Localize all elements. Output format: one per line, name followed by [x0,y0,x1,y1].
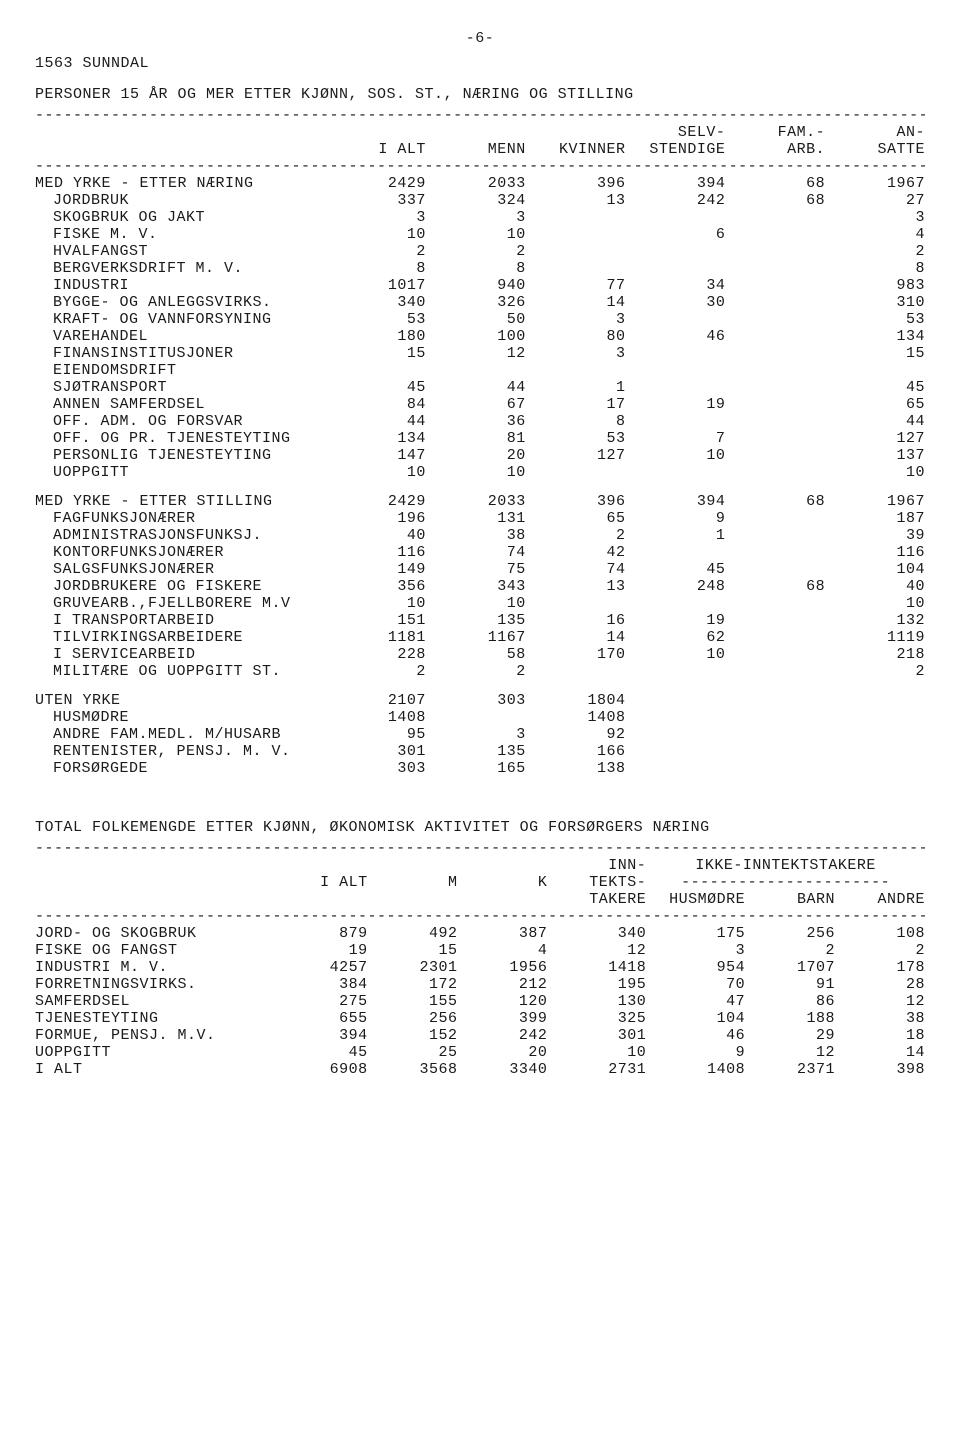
table-persons: SELV-FAM.-AN-I ALTMENNKVINNERSTENDIGEARB… [35,124,925,777]
section-header: MED YRKE - ETTER NÆRING24292033396394681… [35,175,925,192]
table-row: KRAFT- OG VANNFORSYNING5350353 [35,311,925,328]
table-row: UOPPGITT4525201091214 [35,1044,925,1061]
table-row: HVALFANGST222 [35,243,925,260]
table-row: UOPPGITT101010 [35,464,925,481]
table-row: TILVIRKINGSARBEIDERE1181116714621119 [35,629,925,646]
table-row: SKOGBRUK OG JAKT333 [35,209,925,226]
table-row: SAMFERDSEL275155120130478612 [35,993,925,1010]
table-row: GRUVEARB.,FJELLBORERE M.V101010 [35,595,925,612]
table-row: FINANSINSTITUSJONER1512315 [35,345,925,362]
table-row: EIENDOMSDRIFT [35,362,925,379]
table-row: I SERVICEARBEID2285817010218 [35,646,925,663]
table2-title: TOTAL FOLKEMENGDE ETTER KJØNN, ØKONOMISK… [35,819,925,836]
table-row: FAGFUNKSJONÆRER196131659187 [35,510,925,527]
table-row: I TRANSPORTARBEID1511351619132 [35,612,925,629]
region-code: 1563 SUNNDAL [35,55,925,72]
table-row: OFF. ADM. OG FORSVAR4436844 [35,413,925,430]
table-row: HUSMØDRE14081408 [35,709,925,726]
table-row: FORRETNINGSVIRKS.384172212195709128 [35,976,925,993]
table1-title: PERSONER 15 ÅR OG MER ETTER KJØNN, SOS. … [35,86,925,103]
table-row: BYGGE- OG ANLEGGSVIRKS.3403261430310 [35,294,925,311]
table-row: VAREHANDEL1801008046134 [35,328,925,345]
table-row: RENTENISTER, PENSJ. M. V.301135166 [35,743,925,760]
table-row: FORSØRGEDE303165138 [35,760,925,777]
table-row: ANDRE FAM.MEDL. M/HUSARB95392 [35,726,925,743]
table-row: PERSONLIG TJENESTEYTING1472012710137 [35,447,925,464]
table-row: FISKE M. V.101064 [35,226,925,243]
divider: ----------------------------------------… [35,107,925,124]
table-row: MILITÆRE OG UOPPGITT ST.222 [35,663,925,680]
table-row: KONTORFUNKSJONÆRER1167442116 [35,544,925,561]
table-row: ANNEN SAMFERDSEL8467171965 [35,396,925,413]
table-row: INDUSTRI10179407734983 [35,277,925,294]
section-header: MED YRKE - ETTER STILLING242920333963946… [35,493,925,510]
table-row: SJØTRANSPORT4544145 [35,379,925,396]
table-row: SALGSFUNKSJONÆRER149757445104 [35,561,925,578]
divider: ----------------------------------------… [35,840,925,857]
table-row: OFF. OG PR. TJENESTEYTING13481537127 [35,430,925,447]
table-row: BERGVERKSDRIFT M. V.888 [35,260,925,277]
page-number: -6- [35,30,925,47]
section-header: UTEN YRKE21073031804 [35,692,925,709]
table-row: FORMUE, PENSJ. M.V.394152242301462918 [35,1027,925,1044]
table-row: JORD- OG SKOGBRUK879492387340175256108 [35,925,925,942]
table-row: ADMINISTRASJONSFUNKSJ.40382139 [35,527,925,544]
table-row: FISKE OG FANGST1915412322 [35,942,925,959]
table-row: TJENESTEYTING65525639932510418838 [35,1010,925,1027]
table-total-pop: INN-IKKE-INNTEKTSTAKEREI ALTMKTEKTS-----… [35,857,925,1078]
table-row: JORDBRUK337324132426827 [35,192,925,209]
table-row: JORDBRUKERE OG FISKERE356343132486840 [35,578,925,595]
table-row: INDUSTRI M. V.42572301195614189541707178 [35,959,925,976]
table-row: I ALT690835683340273114082371398 [35,1061,925,1078]
